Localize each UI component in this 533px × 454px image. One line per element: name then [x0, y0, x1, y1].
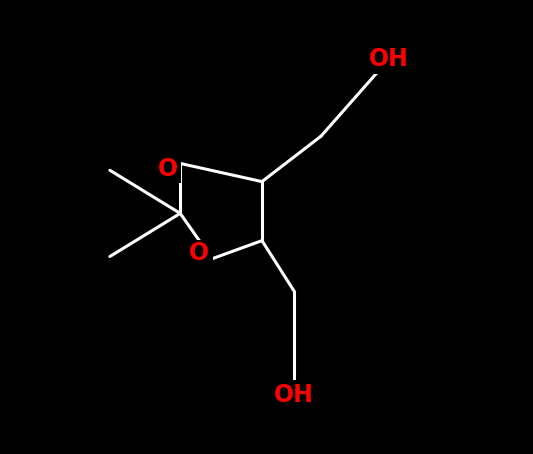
Bar	[185, 240, 213, 267]
Bar	[154, 155, 181, 183]
Text: OH: OH	[369, 47, 409, 71]
Text: O: O	[157, 157, 177, 181]
Bar	[271, 380, 317, 410]
Text: OH: OH	[274, 383, 314, 407]
Bar	[366, 44, 412, 74]
Text: O: O	[189, 242, 209, 265]
